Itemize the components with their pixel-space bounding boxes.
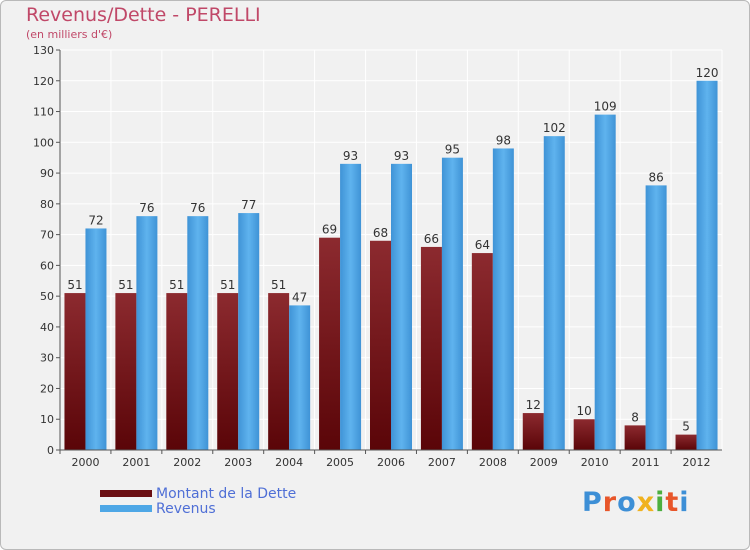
data-label: 5 [682, 420, 690, 434]
revenus-bar [85, 228, 107, 450]
revenus-bar [289, 305, 311, 450]
chart-subtitle: (en milliers d'€) [26, 28, 113, 41]
y-tick-label: 130 [33, 44, 54, 57]
proxiti-logo: Proxiti [582, 487, 690, 518]
y-tick-label: 10 [40, 413, 54, 426]
x-tick-label: 2001 [122, 456, 150, 469]
dette-bar [675, 434, 697, 450]
data-label: 51 [67, 278, 82, 292]
legend-label-revenus: Revenus [156, 501, 216, 517]
x-tick-label: 2004 [275, 456, 303, 469]
data-label: 8 [631, 410, 639, 424]
revenus-bar [543, 136, 565, 450]
revenus-bar [594, 114, 616, 450]
dette-bar [471, 253, 493, 450]
x-tick-label: 2008 [479, 456, 507, 469]
data-label: 102 [543, 121, 566, 135]
chart-title: Revenus/Dette - PERELLI [26, 4, 261, 26]
axis-layer: 0 10 20 30 40 50 60 70 80 90 100 110 120 130 2000 2001 2… [33, 44, 722, 469]
x-tick-label: 2011 [632, 456, 660, 469]
dette-bar [319, 237, 341, 450]
dette-bar [624, 425, 646, 450]
data-label: 51 [169, 278, 184, 292]
dette-bar [268, 293, 290, 450]
data-label: 66 [424, 232, 439, 246]
dette-bar [64, 293, 86, 450]
y-tick-label: 30 [40, 352, 54, 365]
data-label: 64 [475, 238, 490, 252]
dette-bar [115, 293, 137, 450]
revenus-bar [492, 148, 514, 450]
data-label: 68 [373, 226, 388, 240]
x-tick-label: 2010 [581, 456, 609, 469]
data-label: 76 [190, 201, 205, 215]
y-tick-label: 40 [40, 321, 54, 334]
x-tick-label: 2002 [173, 456, 201, 469]
y-tick-label: 50 [40, 290, 54, 303]
dette-bar [420, 246, 442, 450]
y-tick-label: 70 [40, 229, 54, 242]
data-label: 77 [241, 198, 256, 212]
data-label: 76 [139, 201, 154, 215]
bars-layer [64, 80, 718, 451]
labels-layer: 51 72 51 76 51 76 51 77 51 47 69 93 68 93 66 95 64 98 12 10… [67, 66, 718, 434]
x-tick-label: 2003 [224, 456, 252, 469]
data-label: 47 [292, 290, 307, 304]
data-label: 51 [271, 278, 286, 292]
dette-bar [217, 293, 239, 450]
data-label: 12 [526, 398, 541, 412]
revenus-bar [340, 163, 362, 450]
y-tick-label: 120 [33, 75, 54, 88]
revenus-bar [238, 213, 260, 450]
data-label: 120 [696, 66, 719, 80]
revenus-bar [696, 80, 718, 451]
y-tick-label: 100 [33, 136, 54, 149]
legend-swatch-revenus [100, 505, 152, 512]
legend-label-dette: Montant de la Dette [156, 486, 297, 502]
data-label: 69 [322, 223, 337, 237]
revenus-bar [187, 216, 209, 450]
revenus-bar [645, 185, 667, 450]
y-tick-label: 60 [40, 259, 54, 272]
x-tick-label: 2009 [530, 456, 558, 469]
x-tick-label: 2012 [683, 456, 711, 469]
revenus-bar [441, 157, 463, 450]
x-tick-label: 2007 [428, 456, 456, 469]
data-label: 86 [648, 170, 663, 184]
y-tick-label: 20 [40, 382, 54, 395]
y-tick-label: 80 [40, 198, 54, 211]
y-tick-label: 0 [47, 444, 54, 457]
data-label: 72 [88, 213, 103, 227]
dette-bar [370, 240, 391, 450]
data-label: 95 [445, 143, 460, 157]
dette-bar [573, 419, 595, 450]
y-tick-label: 110 [33, 106, 54, 119]
legend-swatch-dette [100, 490, 152, 497]
data-label: 93 [343, 149, 358, 163]
revenus-bar [391, 163, 412, 450]
data-label: 51 [220, 278, 235, 292]
x-tick-label: 2006 [377, 456, 405, 469]
dette-bar [522, 413, 544, 450]
revenus-bar [136, 216, 158, 450]
data-label: 51 [118, 278, 133, 292]
x-tick-label: 2005 [326, 456, 354, 469]
data-label: 93 [394, 149, 409, 163]
y-tick-label: 90 [40, 167, 54, 180]
data-label: 10 [577, 404, 592, 418]
dette-bar [166, 293, 188, 450]
x-tick-label: 2000 [71, 456, 99, 469]
data-label: 98 [496, 133, 511, 147]
data-label: 109 [594, 100, 617, 114]
